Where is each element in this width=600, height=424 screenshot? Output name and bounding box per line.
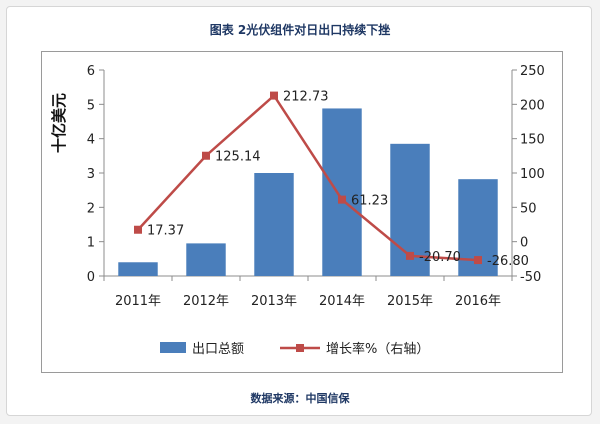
x-tick-label: 2012年: [183, 294, 229, 309]
bar-4: [322, 108, 362, 276]
legend-swatch-bar: [160, 342, 186, 353]
y-tick-label-right: 50: [520, 201, 537, 216]
y-tick-label-left: 4: [87, 133, 95, 148]
x-tick-label: 2016年: [455, 294, 501, 309]
growth-point-6: [474, 256, 482, 265]
legend-label-bar: 出口总额: [192, 342, 244, 357]
y-tick-label-left: 5: [87, 98, 95, 113]
data-label-3: 212.73: [283, 90, 329, 105]
data-label-2: 125.14: [215, 150, 261, 165]
data-label-5: -20.70: [419, 250, 461, 265]
bar-3: [254, 173, 294, 276]
growth-point-5: [406, 251, 414, 260]
x-tick-label: 2011年: [115, 294, 161, 309]
y-tick-label-right: 200: [520, 98, 545, 113]
legend-marker-line: [296, 344, 304, 352]
chart-frame: 图表 2光伏组件对日出口持续下挫 0 1 2 3 4 5 6 -50 0 50 100 150 200 2…: [6, 6, 592, 416]
growth-point-4: [338, 195, 346, 204]
y-axis-label: 十亿美元: [50, 93, 68, 153]
y-tick-label-right: 100: [520, 167, 545, 182]
y-tick-label-left: 0: [87, 270, 95, 285]
y-tick-label-right: 250: [520, 64, 545, 79]
bar-2: [186, 243, 226, 276]
data-label-1: 17.37: [147, 224, 184, 239]
growth-point-3: [270, 91, 278, 100]
growth-line: [137, 93, 479, 262]
growth-point-1: [134, 225, 142, 234]
data-label-6: -26.80: [487, 254, 529, 269]
y-tick-label-right: 150: [520, 133, 545, 148]
legend-label-line: 增长率%（右轴）: [326, 341, 429, 357]
chart-area: 0 1 2 3 4 5 6 -50 0 50 100 150 200 250 十亿美元 2011年 2012年 2…: [41, 51, 563, 373]
combo-chart: 0 1 2 3 4 5 6 -50 0 50 100 150 200 250 十亿美元 2011年 2012年 2…: [50, 64, 545, 357]
y-tick-label-left: 3: [87, 167, 95, 182]
y-tick-label-left: 1: [87, 236, 95, 251]
data-label-4: 61.23: [351, 194, 388, 209]
x-tick-label: 2015年: [387, 294, 433, 309]
y-tick-label-left: 2: [87, 201, 95, 216]
x-tick-label: 2013年: [251, 294, 297, 309]
y-tick-label-right: 0: [520, 236, 528, 251]
y-tick-label-right: -50: [520, 270, 541, 285]
bar-1: [118, 262, 158, 276]
chart-title: 图表 2光伏组件对日出口持续下挫: [209, 23, 391, 37]
growth-point-2: [202, 151, 210, 160]
x-tick-label: 2014年: [319, 294, 365, 309]
y-tick-label-left: 6: [87, 64, 95, 79]
data-source-note: 数据来源：中国信保: [250, 392, 350, 405]
